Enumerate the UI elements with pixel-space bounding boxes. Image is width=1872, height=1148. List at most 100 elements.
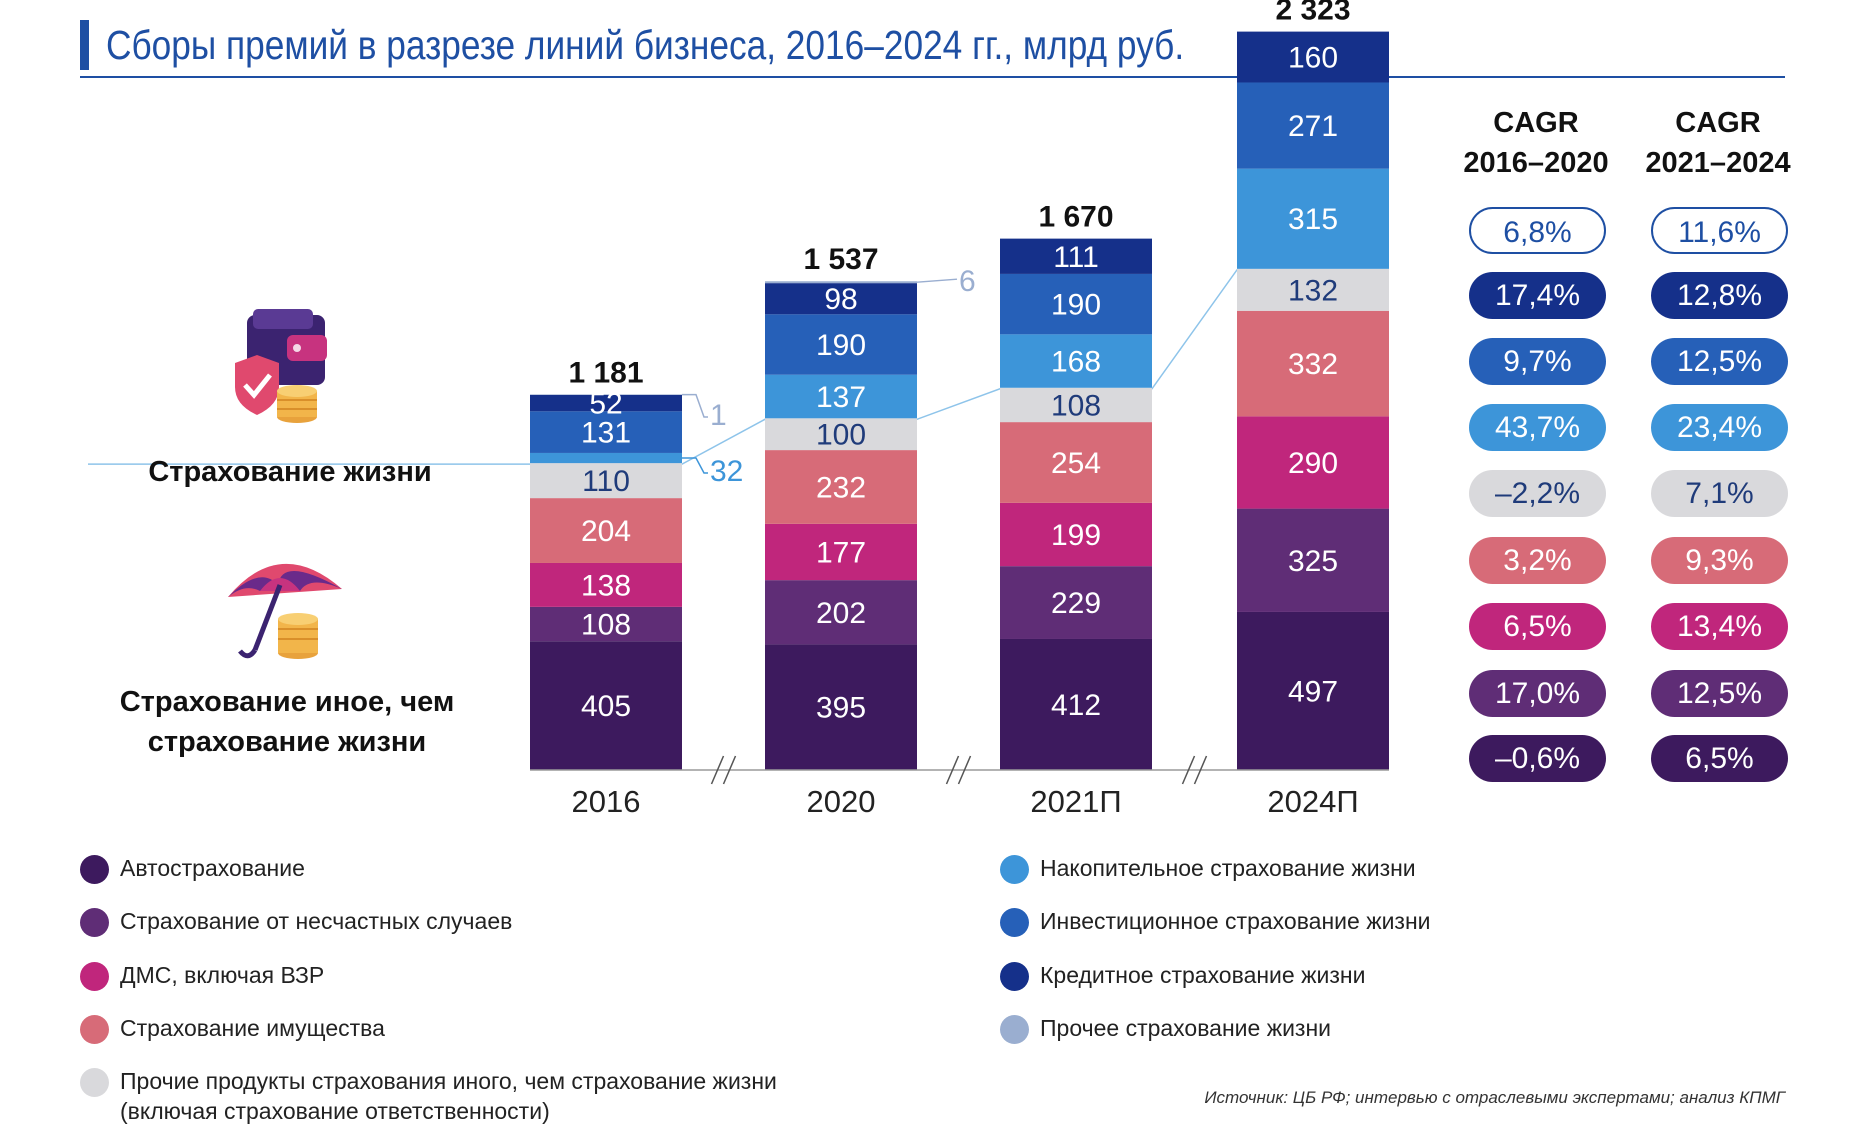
- legend-item: Автострахование: [120, 855, 305, 881]
- cagr-header-title: CAGR: [1493, 107, 1579, 139]
- bar-segment: [1237, 31, 1389, 83]
- callout-leader-line: [682, 393, 708, 418]
- cagr-pill: 12,5%: [1651, 670, 1788, 717]
- legend-item: ДМС, включая ВЗР: [120, 962, 325, 988]
- bar-segment: [1000, 566, 1152, 639]
- x-tick-label: 2020: [807, 784, 876, 819]
- legend-swatch: [80, 1015, 109, 1044]
- bar-segment: [530, 411, 682, 453]
- bar-value-label: 315: [1288, 203, 1338, 236]
- bar-segment: [1000, 638, 1152, 770]
- bar-segment: [530, 562, 682, 607]
- bar-segment: [530, 463, 682, 499]
- cagr-header-period: 2016–2020: [1463, 147, 1609, 179]
- bar-value-label: 290: [1288, 447, 1338, 480]
- legend-swatch: [80, 908, 109, 937]
- bar-value-label: 108: [1051, 389, 1101, 422]
- bar-value-label: 160: [1288, 42, 1338, 75]
- bar-segment: [530, 394, 682, 412]
- nonlife-insurance-label: Страхование иное, чем страхование жизни: [119, 686, 455, 758]
- bar-value-label: 254: [1051, 447, 1101, 480]
- bar-value-label: 332: [1288, 348, 1338, 381]
- bar-segment: [530, 498, 682, 563]
- cagr-pill: 3,2%: [1469, 537, 1606, 584]
- legend-swatch: [80, 1068, 109, 1097]
- bar-value-label: 100: [816, 419, 866, 452]
- bar-segment: [1000, 334, 1152, 388]
- bars: [530, 31, 1389, 770]
- bar-segment: [530, 641, 682, 770]
- bar-segment: [765, 283, 917, 315]
- cagr-pill: 12,8%: [1651, 272, 1788, 319]
- bar-value-label: 168: [1051, 346, 1101, 379]
- legend-swatch: [80, 855, 109, 884]
- cagr-pill: 17,4%: [1469, 272, 1606, 319]
- axis-break-mark: [722, 755, 737, 785]
- umbrella-with-coins-icon: [220, 545, 350, 665]
- bar-value-label: 98: [824, 283, 857, 316]
- bar-segment: [1237, 168, 1389, 269]
- legend-item: Кредитное страхование жизни: [1040, 962, 1366, 988]
- bar-segment: [1237, 310, 1389, 417]
- cagr-header-title: CAGR: [1675, 107, 1761, 139]
- bar-segment: [1237, 82, 1389, 169]
- bar-value-label: 204: [581, 515, 631, 548]
- bar-segment: [1000, 502, 1152, 567]
- axis-break-mark: [945, 755, 960, 785]
- legend-swatch: [1000, 1015, 1029, 1044]
- cagr-pill: 23,4%: [1651, 404, 1788, 451]
- bar-value-label: 108: [581, 609, 631, 642]
- bar-segment: [765, 523, 917, 581]
- bar-segment: [530, 606, 682, 642]
- bar-segment: [1000, 422, 1152, 503]
- bar-value-label: 232: [816, 471, 866, 504]
- bar-value-label: 111: [1053, 241, 1099, 274]
- cagr-pill: 9,7%: [1469, 338, 1606, 385]
- legend-swatch: [80, 962, 109, 991]
- cagr-pill: 11,6%: [1651, 207, 1788, 254]
- bar-value-label: 405: [581, 690, 631, 723]
- cagr-pill: 7,1%: [1651, 470, 1788, 517]
- bar-value-label: 132: [1288, 274, 1338, 307]
- x-tick-label: 2016: [572, 784, 641, 819]
- bar-total-label: 1 670: [1038, 201, 1113, 234]
- bar-total-label: 1 181: [568, 356, 643, 389]
- wallet-with-shield-and-coins-icon: [225, 305, 345, 435]
- bar-value-label: 229: [1051, 587, 1101, 620]
- bar-total-label: 2 323: [1275, 0, 1350, 27]
- bar-total-label: 1 537: [803, 243, 878, 276]
- bar-callout-label: 1: [710, 399, 727, 432]
- bar-value-label: 138: [581, 569, 631, 602]
- bar-segment: [765, 314, 917, 375]
- axis-break-mark: [1181, 755, 1196, 785]
- life-insurance-label: Страхование жизни: [148, 456, 432, 488]
- bar-value-label: 325: [1288, 545, 1338, 578]
- cagr-pill: 12,5%: [1651, 338, 1788, 385]
- callout-leader-line: [682, 457, 708, 474]
- cagr-pill: –0,6%: [1469, 735, 1606, 782]
- legend-item: Страхование от несчастных случаев: [120, 908, 513, 934]
- bar-segment: [765, 374, 917, 419]
- bar-value-label: 131: [581, 417, 631, 450]
- bar-value-label: 137: [816, 381, 866, 414]
- bar-value-label: 199: [1051, 519, 1101, 552]
- x-tick-label: 2024П: [1267, 784, 1358, 819]
- legend-item: Прочие продукты страхования иного, чем с…: [120, 1068, 777, 1124]
- bar-segment: [1237, 611, 1389, 770]
- legend-swatch: [1000, 962, 1029, 991]
- cagr-pill: 17,0%: [1469, 670, 1606, 717]
- bar-segment: [1237, 268, 1389, 311]
- bar-segment: [1237, 508, 1389, 612]
- bar-segment: [765, 450, 917, 524]
- cagr-header-period: 2021–2024: [1645, 147, 1791, 179]
- bar-value-label: 202: [816, 597, 866, 630]
- bar-segment: [1000, 273, 1152, 335]
- cagr-pill: 6,5%: [1651, 735, 1788, 782]
- bar-segment: [765, 644, 917, 770]
- x-axis: 2016 2020 2021П 2024П: [530, 755, 1389, 819]
- bar-value-label: 271: [1288, 110, 1338, 143]
- legend-swatch: [1000, 855, 1029, 884]
- axis-break-mark: [1193, 755, 1208, 785]
